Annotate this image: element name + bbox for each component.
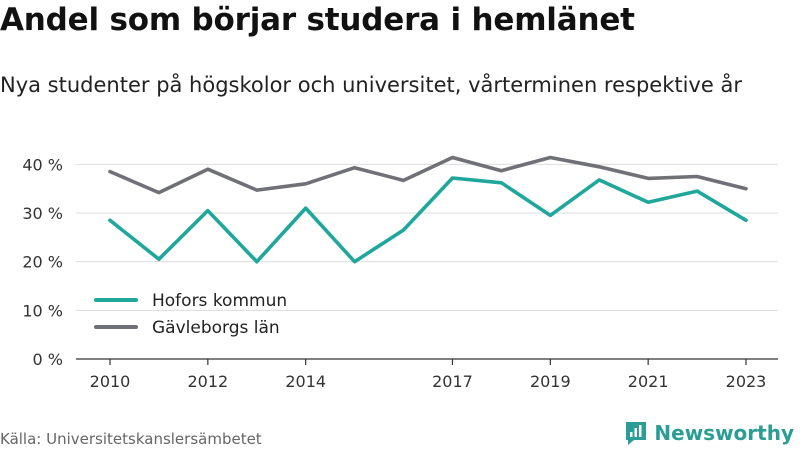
x-tick-label: 2010	[90, 372, 131, 391]
x-tick-label: 2012	[187, 372, 228, 391]
axes: 0 % 10 % 20 % 30 % 40 % 2010 2012 2014 2017 2019 2…	[22, 155, 778, 391]
chart-title: Andel som börjar studera i hemlänet	[0, 2, 635, 38]
y-tick-label: 40 %	[22, 155, 63, 174]
legend-label: Hofors kommun	[152, 291, 287, 311]
x-tick-label: 2019	[530, 372, 571, 391]
y-tick-label: 30 %	[22, 204, 63, 223]
newsworthy-logo-icon	[626, 422, 647, 445]
y-tick-label: 10 %	[22, 301, 63, 320]
x-tick-label: 2023	[726, 372, 767, 391]
chart-subtitle: Nya studenter på högskolor och universit…	[0, 73, 742, 97]
brand-logo: Newsworthy	[624, 420, 794, 446]
x-tick-label: 2017	[432, 372, 473, 391]
y-tick-label: 0 %	[33, 350, 63, 369]
legend: Hofors kommun Gävleborgs län	[94, 291, 287, 338]
grid-lines	[76, 163, 778, 311]
x-tick-label: 2021	[628, 372, 669, 391]
series-line-gavleborg	[108, 155, 748, 195]
x-tick-label: 2014	[285, 372, 326, 391]
series-line-hofors	[108, 176, 748, 264]
source-note: Källa: Universitetskanslersämbetet	[0, 430, 262, 448]
y-tick-label: 20 %	[22, 253, 63, 272]
brand-name: Newsworthy	[654, 421, 794, 445]
series	[108, 155, 748, 264]
legend-label: Gävleborgs län	[152, 318, 280, 338]
